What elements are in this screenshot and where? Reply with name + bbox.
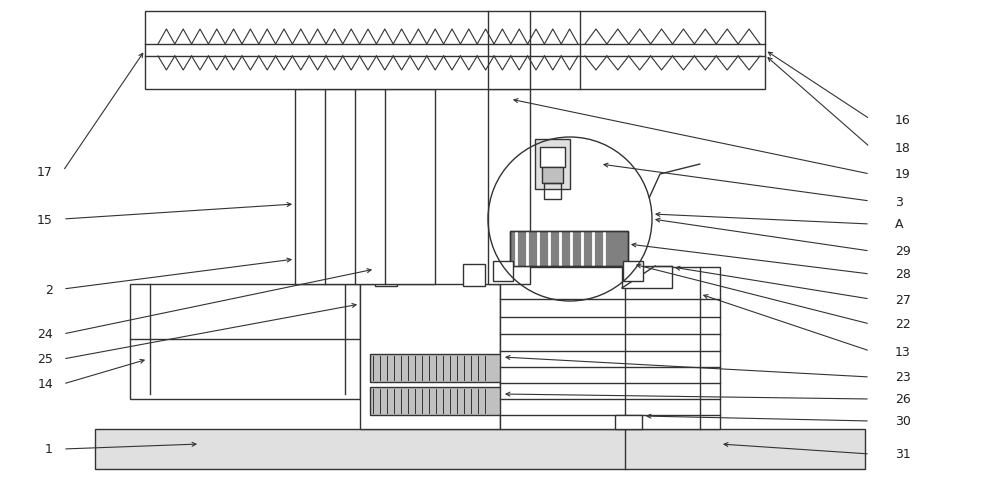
Bar (540, 148, 565, 167)
Bar (542, 167, 563, 183)
Text: A: A (895, 218, 904, 231)
Bar (510, 231, 628, 267)
Bar (95, 429, 865, 469)
Bar (145, 12, 765, 90)
Bar (370, 387, 502, 415)
Bar (623, 261, 643, 281)
Bar (622, 267, 672, 288)
Text: 29: 29 (895, 245, 911, 258)
Text: 14: 14 (37, 378, 53, 391)
Text: 2: 2 (45, 283, 53, 296)
Bar (510, 231, 628, 267)
Text: 23: 23 (895, 371, 911, 384)
Bar (535, 140, 570, 190)
Text: 24: 24 (37, 328, 53, 341)
Text: 3: 3 (895, 195, 903, 208)
Text: 19: 19 (895, 168, 911, 181)
Bar (615, 415, 642, 429)
Text: 30: 30 (895, 415, 911, 428)
Bar (130, 285, 360, 399)
Text: 26: 26 (895, 393, 911, 406)
Text: 25: 25 (37, 353, 53, 366)
Text: 22: 22 (895, 318, 911, 331)
Bar (493, 261, 513, 281)
Bar (295, 90, 435, 285)
Text: 16: 16 (895, 113, 911, 126)
Text: 28: 28 (895, 268, 911, 281)
Bar (360, 285, 500, 429)
Text: 15: 15 (37, 213, 53, 226)
Text: 17: 17 (37, 165, 53, 178)
Text: 13: 13 (895, 345, 911, 358)
Bar (488, 90, 530, 285)
Text: 27: 27 (895, 293, 911, 306)
Bar (370, 354, 502, 382)
Bar (463, 264, 485, 287)
Text: 18: 18 (895, 141, 911, 154)
Bar (544, 183, 561, 199)
Text: 1: 1 (45, 442, 53, 455)
Text: 31: 31 (895, 448, 911, 461)
Bar (500, 268, 720, 429)
Bar (375, 264, 397, 287)
